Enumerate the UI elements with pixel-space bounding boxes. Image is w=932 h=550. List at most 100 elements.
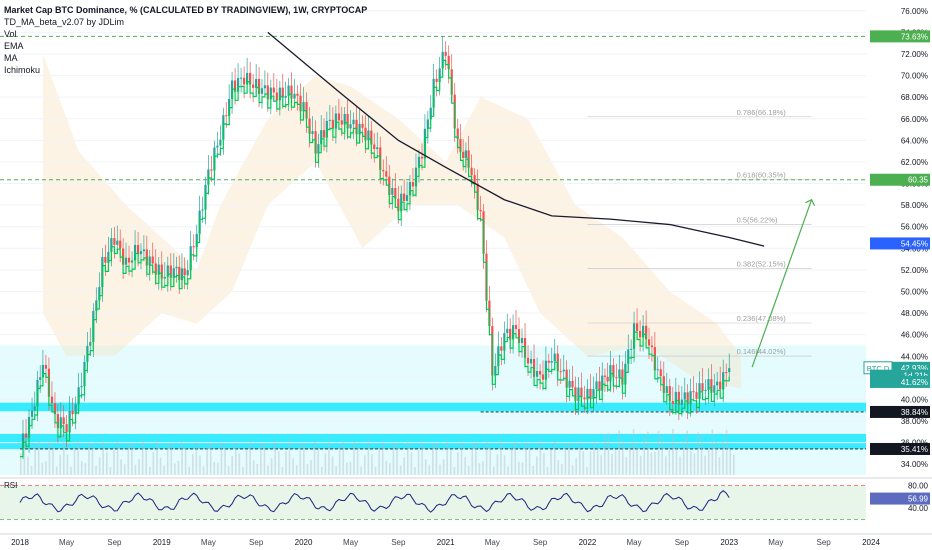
- legend-indicator-ichimoku[interactable]: Ichimoku: [4, 65, 41, 75]
- candle-body: [104, 256, 107, 263]
- legend-indicator-ema[interactable]: EMA: [4, 41, 24, 51]
- candle-body: [183, 268, 186, 276]
- candle-body: [405, 195, 409, 201]
- volume-bar: [521, 462, 524, 475]
- y-tick-label-14: 48.00%: [901, 309, 928, 318]
- candle-body: [642, 325, 645, 338]
- volume-bar: [675, 444, 678, 475]
- y-tick-label-3: 70.00%: [901, 72, 928, 81]
- candle-body: [464, 150, 467, 158]
- volume-bar: [664, 456, 667, 475]
- candle-body: [704, 389, 707, 392]
- candle-body: [665, 386, 668, 394]
- candle-body: [716, 381, 719, 386]
- candle-body: [340, 120, 343, 125]
- candle-body: [517, 329, 521, 344]
- candle-body: [56, 414, 59, 429]
- candle-body: [695, 392, 698, 399]
- volume-bar: [647, 431, 649, 475]
- volume-bar: [131, 443, 133, 475]
- fib-label-1: 0.618(60.35%): [737, 171, 787, 180]
- x-tick-label-3: 2019: [153, 538, 171, 547]
- volume-bar: [535, 456, 538, 475]
- candle-body: [373, 144, 376, 150]
- x-tick-label-7: May: [343, 538, 358, 547]
- candle-body: [65, 424, 68, 433]
- rsi-label: RSI: [4, 481, 17, 490]
- rsi-value-box: [870, 492, 930, 505]
- volume-bar: [700, 435, 703, 475]
- volume-bar: [59, 455, 62, 475]
- volume-bar: [442, 459, 445, 475]
- candle-body: [367, 130, 370, 141]
- rsi-line: [19, 490, 730, 513]
- volume-bar: [435, 443, 438, 475]
- volume-bar: [98, 457, 101, 475]
- volume-bar: [41, 462, 44, 475]
- volume-bar: [285, 451, 287, 475]
- candle-body: [725, 372, 728, 374]
- price-label-box-0: [870, 30, 930, 43]
- volume-bar: [256, 463, 259, 475]
- volume-bar: [91, 445, 94, 475]
- legend-indicator-td-ma[interactable]: TD_MA_beta_v2.07 by JDLim: [4, 17, 125, 27]
- candle-body: [586, 388, 589, 400]
- candle-body: [671, 400, 674, 404]
- fib-label-0: 0.786(66.18%): [737, 108, 787, 117]
- volume-bar: [629, 443, 631, 475]
- volume-bar: [614, 450, 617, 475]
- candle-body: [119, 240, 122, 249]
- volume-bar: [625, 456, 628, 475]
- candle-body: [638, 330, 642, 338]
- price-label-box-1: [870, 173, 930, 186]
- volume-bar: [553, 440, 556, 475]
- candle-body: [113, 238, 116, 245]
- candle-body: [281, 87, 284, 98]
- candle-body: [337, 113, 340, 121]
- volume-bar: [342, 441, 345, 475]
- y-tick-label-2: 72.00%: [901, 50, 928, 59]
- candle-body: [74, 404, 77, 415]
- volume-bar: [586, 466, 588, 475]
- volume-bar: [596, 448, 599, 475]
- volume-bar: [320, 466, 323, 475]
- candle-body: [435, 78, 438, 82]
- volume-bar: [116, 439, 119, 475]
- volume-bar: [381, 440, 384, 475]
- candle-body: [151, 256, 154, 264]
- candle-body: [59, 417, 62, 429]
- candle-body: [615, 377, 618, 379]
- candle-body: [175, 266, 178, 269]
- candle-body: [107, 251, 110, 263]
- candle-body: [420, 156, 424, 159]
- candle-body: [417, 156, 421, 168]
- candle-body: [601, 375, 604, 391]
- volume-bar: [539, 439, 542, 475]
- candle-body: [426, 119, 429, 129]
- candle-body: [606, 376, 609, 382]
- volume-bar: [715, 442, 717, 475]
- price-label-5: 41.62%: [901, 378, 928, 387]
- candle-body: [385, 171, 388, 177]
- volume-bar: [611, 453, 613, 475]
- candle-body: [692, 391, 695, 393]
- volume-bar: [295, 465, 298, 475]
- volume-bar: [281, 466, 284, 475]
- zone-tint: [0, 345, 882, 475]
- volume-bar: [467, 465, 470, 475]
- candle-body: [668, 386, 671, 401]
- price-label-box-5: [870, 375, 930, 388]
- x-tick-label-16: May: [768, 538, 783, 547]
- volume-bar: [607, 432, 610, 475]
- volume-bar: [363, 455, 366, 475]
- support-zone-upper: [0, 402, 882, 412]
- volume-bar: [707, 447, 710, 475]
- volume-bar: [657, 431, 660, 475]
- volume-bar: [338, 446, 341, 475]
- legend-indicator-vol[interactable]: Vol: [4, 29, 17, 39]
- legend-indicator-ma[interactable]: MA: [4, 53, 18, 63]
- candle-body: [479, 209, 482, 212]
- candle-body: [53, 403, 57, 415]
- volume-bar: [195, 439, 198, 475]
